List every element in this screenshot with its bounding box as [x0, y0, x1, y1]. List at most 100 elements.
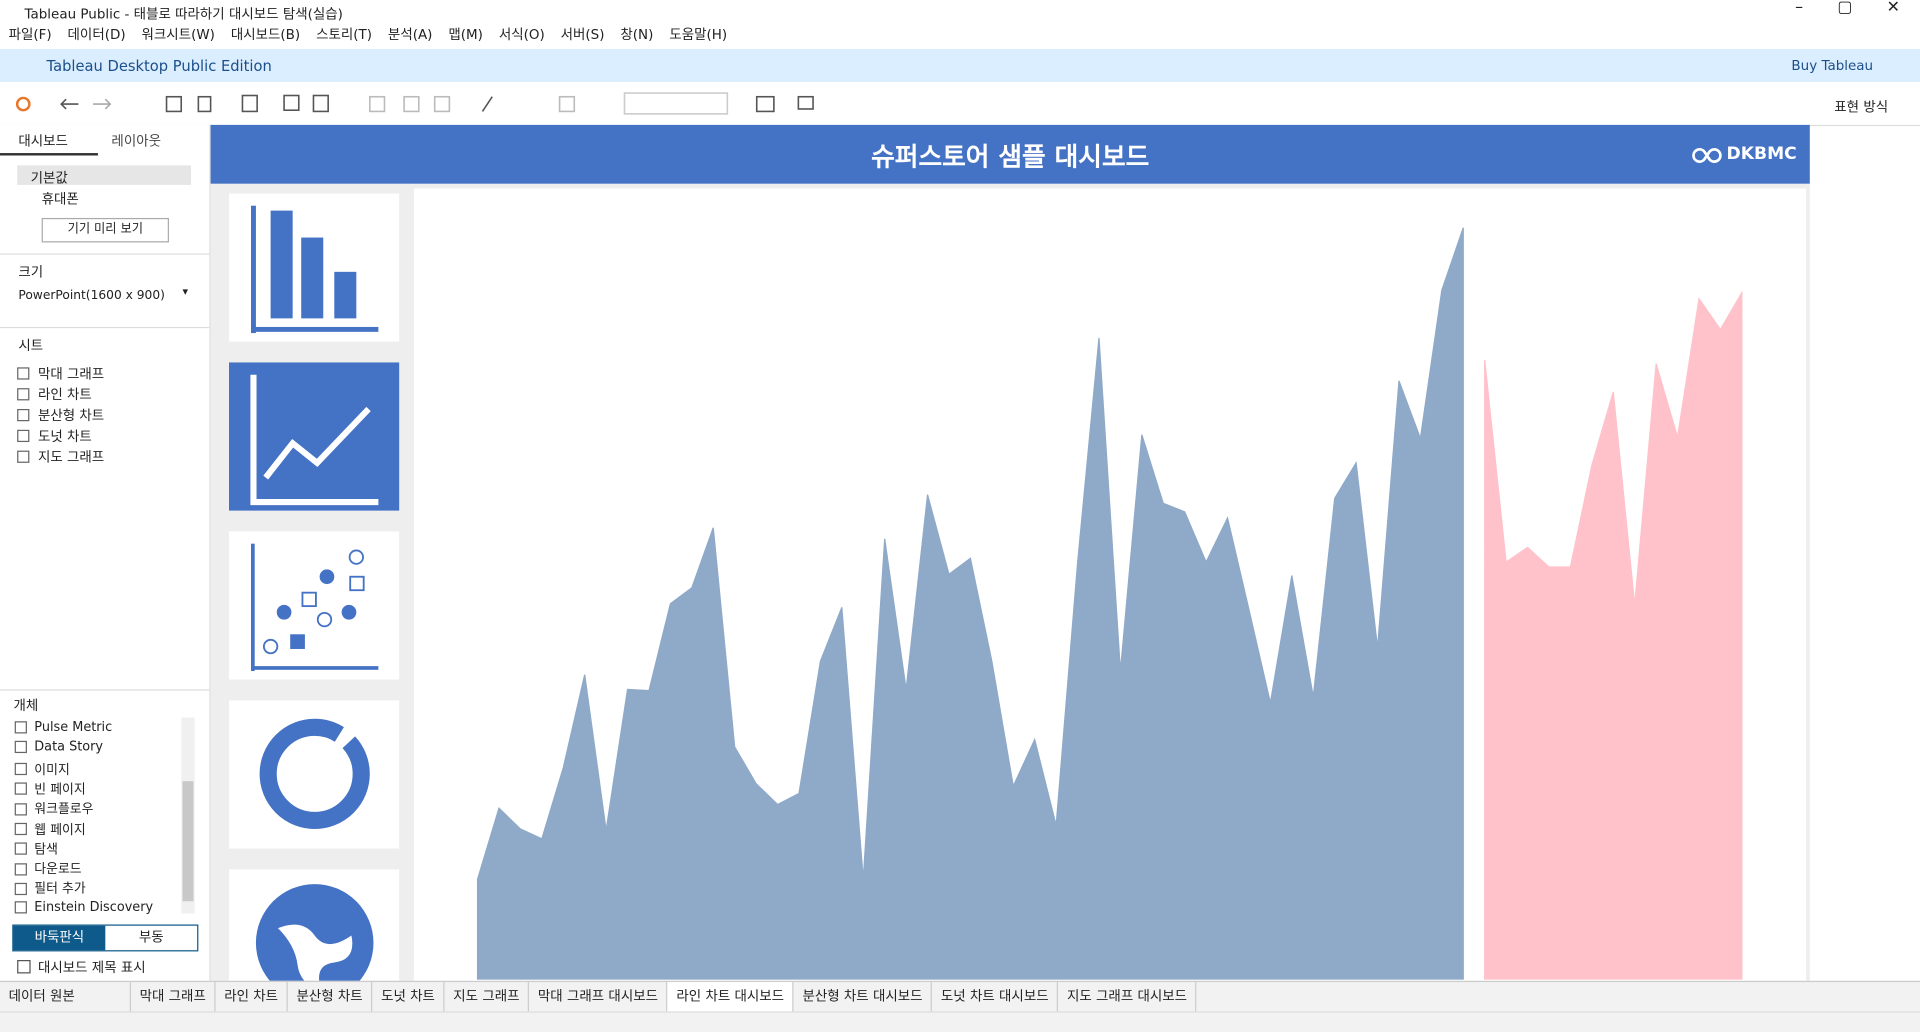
object-name[interactable]: Pulse Metric [34, 720, 113, 735]
preview-button[interactable]: 기기 미리 보기 [41, 217, 169, 243]
checkbox-label[interactable]: 대시보드 제목 표시 [37, 960, 146, 976]
object-name[interactable]: 웹 페이지 [34, 822, 86, 837]
object-item[interactable]: Data Story [14, 739, 104, 755]
area-chart [476, 227, 1743, 981]
logo-icon [1692, 148, 1722, 163]
status-bar [0, 1011, 1920, 1032]
object-item[interactable]: 탐색 [14, 840, 58, 858]
sheet-item[interactable]: 막대 그래프 [17, 364, 104, 384]
dashboard-pane: 대시보드 레이아웃 기본값 휴대폰 기기 미리 보기 크기 PowerPoint… [0, 124, 211, 981]
object-icon [14, 822, 27, 836]
object-name[interactable]: 이미지 [34, 762, 70, 778]
nav-line-tile[interactable] [228, 362, 400, 511]
sheet-tab[interactable]: 도넛 차트 대시보드 [932, 982, 1059, 1012]
object-name[interactable]: 탐색 [34, 842, 58, 857]
object-item[interactable]: 웹 페이지 [14, 820, 86, 838]
sheet-name[interactable]: 막대 그래프 [37, 366, 105, 383]
sheet-icon [17, 388, 30, 401]
menu-item[interactable]: 대시보드(B) [230, 26, 301, 43]
object-item[interactable]: Pulse Metric [14, 720, 113, 735]
sheet-tab[interactable]: 도넛 차트 [372, 982, 445, 1012]
sheet-item[interactable]: 라인 차트 [17, 384, 92, 404]
sheet-icon [17, 450, 30, 463]
sheet-tab[interactable]: 라인 차트 [216, 982, 288, 1012]
area-series [476, 227, 1464, 981]
sheet-name[interactable]: 지도 그래프 [37, 449, 105, 466]
object-name[interactable]: 빈 페이지 [34, 782, 86, 798]
menu-item[interactable]: 분석(A) [387, 26, 433, 43]
object-icon [14, 882, 27, 895]
object-icon [14, 782, 27, 796]
object-name[interactable]: 다운로드 [34, 862, 82, 877]
section-label: 시트 [18, 337, 44, 354]
sheet-name[interactable]: 라인 차트 [37, 386, 92, 403]
sheet-tab[interactable]: 지도 그래프 대시보드 [1058, 982, 1197, 1012]
sheet-item[interactable]: 지도 그래프 [17, 447, 104, 467]
layout-toggle: 바둑판식 부동 [12, 924, 199, 952]
object-icon [14, 802, 27, 816]
sheet-tab[interactable]: 막대 그래프 [131, 982, 216, 1012]
logo-text: DKBMC [1726, 144, 1797, 165]
menu-item[interactable]: 워크시트(W) [141, 26, 215, 43]
object-name[interactable]: 필터 추가 [34, 882, 86, 897]
scroll-thumb[interactable] [182, 781, 194, 902]
title-bar: Tableau Public - 태블로 따라하기 대시보드 탐색(실습) –▢… [0, 0, 1920, 22]
toggle-floating[interactable]: 부동 [138, 929, 164, 946]
sheet-tab[interactable]: 지도 그래프 [445, 982, 530, 1012]
menu-item[interactable]: 파일(F) [8, 26, 52, 43]
sheet-tab[interactable]: 분산형 차트 [288, 982, 373, 1012]
object-name[interactable]: 워크플로우 [34, 802, 94, 817]
object-item[interactable]: 워크플로우 [14, 800, 94, 818]
scrollbar[interactable] [181, 717, 195, 914]
object-item[interactable]: 이미지 [14, 760, 70, 778]
toolbar-icons[interactable] [0, 82, 857, 125]
checkbox[interactable] [17, 960, 31, 974]
object-item[interactable]: Einstein Discovery [14, 899, 154, 915]
sheet-tab[interactable]: 막대 그래프 대시보드 [529, 982, 668, 1012]
object-icon [14, 721, 27, 734]
dashboard: 슈퍼스토어 샘플 대시보드 DKBMC [210, 124, 1810, 981]
section-label: 크기 [18, 264, 44, 281]
menu-item[interactable]: 데이터(D) [67, 26, 126, 43]
dashboard-header: 슈퍼스토어 샘플 대시보드 DKBMC [210, 124, 1810, 184]
sheet-item[interactable]: 도넛 차트 [17, 426, 92, 446]
object-icon [14, 862, 27, 876]
sheet-item[interactable]: 분산형 차트 [17, 405, 104, 425]
dropdown-arrow[interactable]: ▾ [182, 286, 188, 299]
edition-label: Tableau Desktop Public Edition [46, 57, 272, 75]
menu-item[interactable]: 도움말(H) [669, 26, 728, 43]
device-selected [17, 165, 192, 185]
sheet-name[interactable]: 도넛 차트 [37, 428, 92, 445]
device-option[interactable]: 기본값 [30, 170, 68, 187]
window-controls[interactable]: –▢✕ [1795, 0, 1900, 18]
buy-link[interactable]: Buy Tableau [1791, 57, 1874, 74]
object-item[interactable]: 다운로드 [14, 860, 82, 878]
toggle-tiled[interactable]: 바둑판식 [13, 925, 106, 951]
menu-item[interactable]: 스토리(T) [316, 26, 373, 43]
menu-bar: 파일(F) 데이터(D) 워크시트(W) 대시보드(B) 스토리(T) 분석(A) 맵(M)… [0, 22, 1920, 46]
size-dropdown[interactable]: PowerPoint(1600 x 900) [18, 288, 165, 303]
menu-item[interactable]: 창(N) [620, 26, 654, 43]
menu-item[interactable]: 서식(O) [498, 26, 545, 43]
window-title: Tableau Public - 태블로 따라하기 대시보드 탐색(실습) [24, 6, 343, 23]
pane-tab[interactable]: 레이아웃 [111, 133, 162, 150]
object-item[interactable]: 빈 페이지 [14, 780, 86, 798]
object-name[interactable]: Einstein Discovery [34, 899, 154, 915]
sheet-tabs: 데이터 원본 막대 그래프 라인 차트 분산형 차트 도넛 차트 지도 그래프 막대 그래프… [0, 980, 1920, 1013]
menu-item[interactable]: 서버(S) [560, 26, 605, 43]
sheet-tab[interactable]: 분산형 차트 대시보드 [794, 982, 933, 1012]
object-name[interactable]: Data Story [34, 739, 104, 755]
sheet-tab[interactable]: 라인 차트 대시보드 [667, 982, 794, 1012]
sheet-tab[interactable]: 데이터 원본 [0, 982, 132, 1012]
show-me-button[interactable]: 표현 방식 [1834, 99, 1889, 116]
device-option[interactable]: 휴대폰 [41, 191, 79, 207]
nav-tiles [228, 193, 400, 981]
dashboard-title: 슈퍼스토어 샘플 대시보드 [871, 142, 1150, 172]
pane-tab[interactable]: 대시보드 [18, 133, 68, 150]
tab-indicator [0, 153, 98, 156]
sheet-name[interactable]: 분산형 차트 [37, 407, 105, 424]
object-item[interactable]: 필터 추가 [14, 880, 86, 898]
menu-item[interactable]: 맵(M) [448, 26, 483, 43]
